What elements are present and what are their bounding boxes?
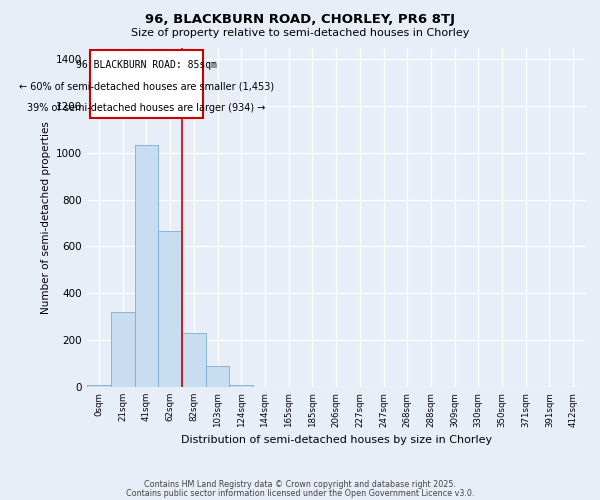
Bar (182, 333, 206, 387)
Text: 96, BLACKBURN ROAD, CHORLEY, PR6 8TJ: 96, BLACKBURN ROAD, CHORLEY, PR6 8TJ (145, 12, 455, 26)
Text: 39% of semi-detached houses are larger (934) →: 39% of semi-detached houses are larger (… (27, 103, 266, 113)
Text: 96 BLACKBURN ROAD: 85sqm: 96 BLACKBURN ROAD: 85sqm (76, 60, 217, 70)
Bar (87, 384, 111, 387)
Text: Contains public sector information licensed under the Open Government Licence v3: Contains public sector information licen… (126, 489, 474, 498)
Text: ← 60% of semi-detached houses are smaller (1,453): ← 60% of semi-detached houses are smalle… (19, 82, 274, 92)
Text: Contains HM Land Registry data © Crown copyright and database right 2025.: Contains HM Land Registry data © Crown c… (144, 480, 456, 489)
Bar (111, 312, 134, 387)
FancyBboxPatch shape (89, 50, 203, 117)
Bar (206, 366, 229, 387)
Bar (158, 232, 182, 387)
X-axis label: Distribution of semi-detached houses by size in Chorley: Distribution of semi-detached houses by … (181, 435, 491, 445)
Bar (229, 384, 253, 387)
Bar (134, 144, 158, 387)
Y-axis label: Number of semi-detached properties: Number of semi-detached properties (41, 121, 50, 314)
Text: Size of property relative to semi-detached houses in Chorley: Size of property relative to semi-detach… (131, 28, 469, 38)
